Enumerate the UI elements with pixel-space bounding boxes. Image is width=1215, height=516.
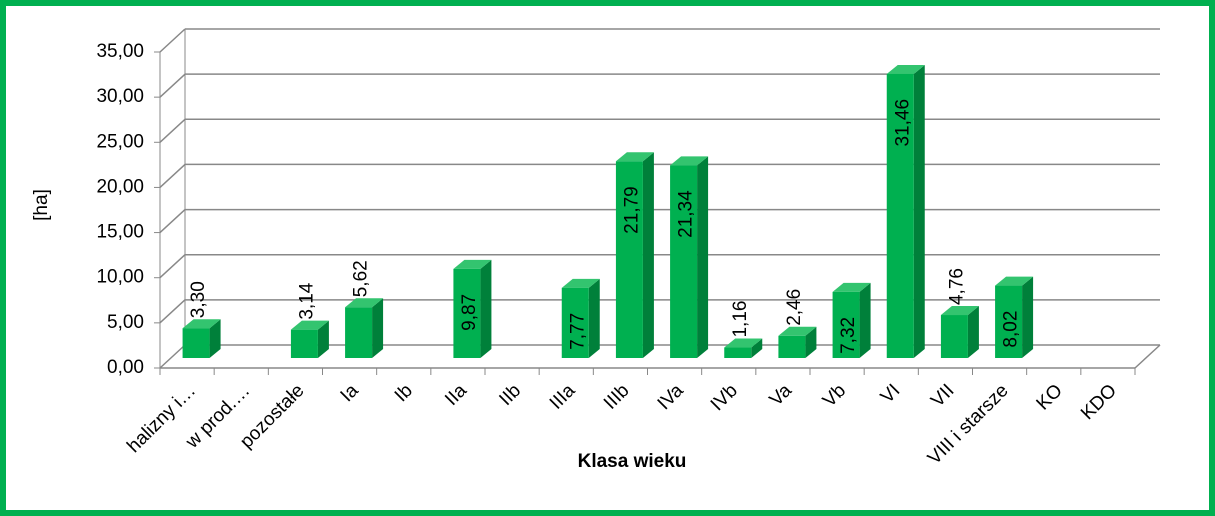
bar-top — [940, 306, 979, 316]
bar — [832, 282, 871, 358]
grid-line — [159, 163, 186, 188]
grid-line — [159, 28, 186, 53]
data-label: 21,34 — [676, 190, 697, 238]
bar-side — [209, 319, 221, 358]
y-tick-label: 30,00 — [96, 86, 144, 107]
bar — [182, 319, 221, 358]
bar-front — [290, 329, 318, 358]
data-label: 8,02 — [1001, 311, 1022, 348]
bar-front — [832, 291, 860, 358]
bar — [453, 259, 492, 358]
grid-line — [159, 254, 186, 279]
y-tick-label: 5,00 — [107, 312, 144, 333]
y-axis-title: [ha] — [31, 189, 52, 221]
data-label: 4,76 — [946, 268, 967, 305]
data-label: 9,87 — [459, 294, 480, 331]
bar — [724, 338, 763, 358]
bar-front — [345, 307, 373, 358]
grid-line — [159, 299, 186, 324]
grid-line — [159, 118, 186, 143]
bar-top — [832, 282, 871, 292]
grid-line — [159, 344, 186, 369]
y-tick-label: 10,00 — [96, 267, 144, 288]
bar — [615, 152, 654, 358]
bar-top — [182, 319, 221, 329]
data-label: 5,62 — [351, 260, 372, 297]
bar — [778, 326, 817, 358]
bar-top — [453, 259, 492, 269]
bar-top — [561, 278, 600, 288]
bar-side — [642, 152, 654, 358]
bar-side — [588, 278, 600, 358]
bar-side — [372, 298, 384, 358]
bar — [995, 276, 1034, 358]
y-tick-label: 0,00 — [107, 357, 144, 378]
bar — [886, 64, 925, 358]
y-tick-label: 35,00 — [96, 41, 144, 62]
floor-right — [1134, 344, 1161, 369]
y-tick-label: 15,00 — [96, 222, 144, 243]
bar-side — [913, 64, 925, 358]
data-label: 3,14 — [296, 282, 317, 319]
data-label: 2,46 — [784, 289, 805, 326]
bar-top — [670, 156, 709, 166]
bar-top — [995, 276, 1034, 286]
bar-top — [724, 338, 763, 348]
bar-top — [345, 298, 384, 308]
bar-side — [967, 306, 979, 358]
bar-side — [859, 282, 871, 358]
bar-top — [886, 64, 925, 74]
bar — [561, 278, 600, 358]
bar — [940, 306, 979, 358]
bar-side — [480, 259, 492, 358]
data-label: 31,46 — [892, 99, 913, 147]
bar-front — [182, 328, 210, 358]
data-label: 7,32 — [838, 317, 859, 354]
y-tick-label: 25,00 — [96, 131, 144, 152]
data-label: 3,30 — [188, 281, 209, 318]
bar-front — [670, 165, 698, 358]
y-tick-label: 20,00 — [96, 176, 144, 197]
bar-side — [751, 338, 763, 358]
bar — [290, 320, 329, 358]
bar — [345, 298, 384, 358]
grid-line — [159, 209, 186, 234]
bar-front — [886, 73, 914, 358]
bar-top — [778, 326, 817, 336]
bar-front — [724, 347, 752, 358]
grid-line — [159, 73, 186, 98]
x-axis-title: Klasa wieku — [578, 451, 687, 472]
bar-front — [453, 268, 481, 358]
bar-front — [561, 287, 589, 358]
bar-side — [1022, 276, 1034, 358]
data-label: 21,79 — [621, 186, 642, 234]
bar-top — [290, 320, 329, 330]
bar-front — [940, 315, 968, 358]
bar-front — [615, 161, 643, 358]
data-label: 1,16 — [730, 301, 751, 338]
bar-front — [778, 335, 806, 358]
data-label: 7,77 — [567, 313, 588, 350]
bar-side — [805, 326, 817, 358]
bar-front — [995, 285, 1023, 358]
bar-side — [697, 156, 709, 358]
bar — [670, 156, 709, 358]
bar-top — [615, 152, 654, 162]
bar-side — [317, 320, 329, 358]
